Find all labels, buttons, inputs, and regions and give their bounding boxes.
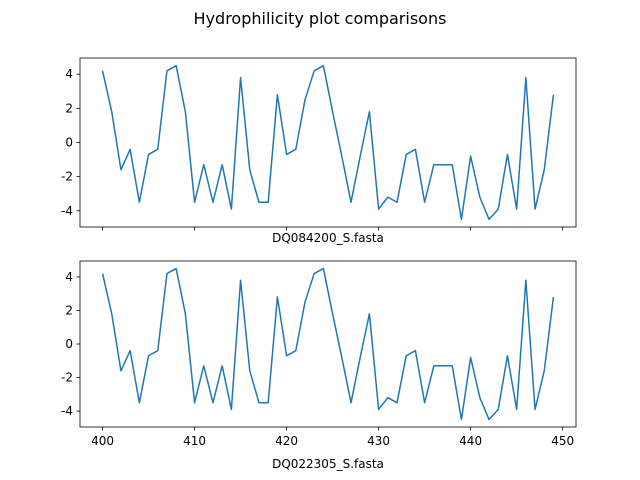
y-tick-label: -4 [61,404,73,418]
y-tick-label: 4 [65,67,73,81]
x-axis-label: DQ022305_S.fasta [272,457,384,471]
y-tick-label: 4 [65,270,73,284]
y-tick-label: 0 [65,337,73,351]
subplot-2: -4 -2 0 2 4 400 410 420 430 440 450 DQ022305_S.fast… [61,260,577,471]
x-tick-label: 400 [91,434,114,448]
x-tick-label: 420 [275,434,298,448]
y-tick-label: -4 [61,204,73,218]
series-line-1 [101,64,555,221]
series-line-1 [101,267,555,421]
y-tick-label: -2 [61,371,73,385]
y-tick-label: 0 [65,136,73,150]
x-axis-label: DQ084200_S.fasta [272,231,384,245]
y-tick-label: -2 [61,170,73,184]
figure-title: Hydrophilicity plot comparisons [194,9,447,28]
subplot-1: -4 -2 0 2 4 DQ084200_S.fasta [61,57,577,245]
x-tick-label: 440 [459,434,482,448]
x-tick-label: 410 [183,434,206,448]
y-tick-label: 2 [65,101,73,115]
y-tick-label: 2 [65,303,73,317]
x-tick-label: 430 [367,434,390,448]
x-tick-label: 450 [551,434,574,448]
subplots: -4 -2 0 2 4 DQ084200_S.fasta -4 -2 0 2 4 400 410 420 4… [61,57,577,471]
